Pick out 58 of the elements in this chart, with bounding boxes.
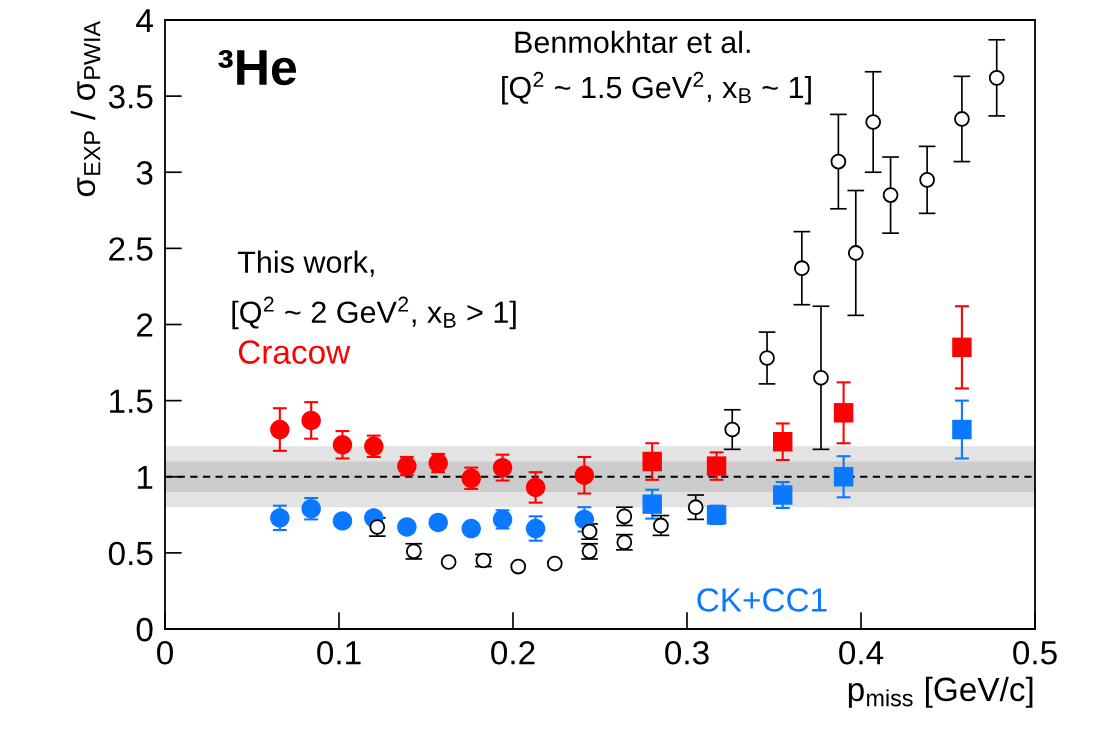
point [642,494,662,514]
point [793,260,810,277]
annotation: [Q$^{2}$ ~ 2 GeV$^{2}$, x$_{B}$ > 1] [232,296,516,330]
y-tick-label: 3 [136,161,153,185]
point [546,555,563,572]
point [642,451,662,472]
annotation: [Q$^{2}$ ~ 1.5 GeV$^{2}$, x$_{B}$ ~ 1] [502,71,811,105]
x-tick-label: 0.5 [1013,640,1057,665]
x-tick-label: 0.2 [491,640,535,665]
point [332,511,353,531]
point [952,419,972,440]
y-tick-label: 4 [136,9,153,33]
y-tick-label: 0 [136,617,153,642]
point [706,456,727,476]
point [270,508,290,528]
point [461,518,481,539]
y-tick-label: 1.5 [110,389,153,414]
y-tick-label: 2.5 [109,237,153,261]
y-tick-label: 2 [137,313,153,337]
y-tick-label: 0.5 [108,541,153,566]
point [301,410,321,431]
point [919,172,935,188]
x-axis-title: p$_{miss}$ [GeV/c] [848,676,1033,708]
text: CK+CC1 [697,588,827,612]
point [440,554,457,570]
point [270,419,290,440]
point [830,153,847,170]
point [687,499,704,516]
point [847,245,864,261]
point [510,558,527,575]
point [954,111,970,127]
x-tick-label: 0 [157,640,173,665]
y-axis-title: σ$_{EXP}$ / σ$_{PWIA}$ [70,20,101,197]
annotation: Benmokhtar et al. [515,30,750,54]
point [952,337,972,358]
point [397,517,417,537]
series-label: Cracow [238,340,351,364]
point [724,421,741,438]
y-tick-label: 1 [137,465,153,489]
annotation: This work, [237,250,374,277]
point [833,467,854,487]
point [988,70,1005,86]
point [772,432,793,452]
point [574,465,595,485]
point [813,369,829,386]
y-tick-label: 3.5 [108,84,153,109]
point [772,485,793,505]
point [882,187,899,203]
point [525,477,546,498]
point [428,512,448,533]
point [833,403,854,423]
x-tick-label: 0.4 [839,640,884,665]
x-tick-label: 0.1 [317,640,361,665]
point [759,350,775,366]
x-tick-label: 0.3 [665,640,709,665]
point [332,435,353,455]
annotation: ³He [218,49,297,86]
point [865,114,882,130]
